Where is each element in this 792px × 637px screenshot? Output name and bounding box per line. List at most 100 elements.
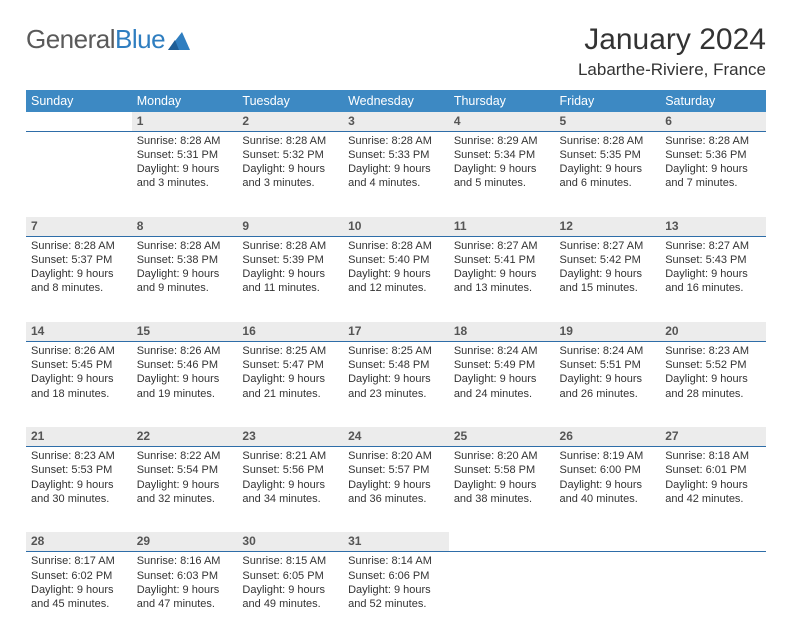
sunrise-text: Sunrise: 8:17 AM <box>31 554 127 568</box>
sunrise-text: Sunrise: 8:25 AM <box>348 344 444 358</box>
sunset-text: Sunset: 5:56 PM <box>242 463 338 477</box>
daylight-text: Daylight: 9 hours and 23 minutes. <box>348 372 444 400</box>
day-number-cell: 10 <box>343 217 449 237</box>
sunset-text: Sunset: 5:32 PM <box>242 148 338 162</box>
calendar-table: SundayMondayTuesdayWednesdayThursdayFrid… <box>26 90 766 637</box>
day-body-cell: Sunrise: 8:25 AMSunset: 5:48 PMDaylight:… <box>343 342 449 427</box>
day-number-cell: 23 <box>237 427 343 447</box>
day-number-cell: 25 <box>449 427 555 447</box>
day-number: 31 <box>343 532 449 552</box>
day-body-cell: Sunrise: 8:23 AMSunset: 5:52 PMDaylight:… <box>660 342 766 427</box>
daylight-text: Daylight: 9 hours and 42 minutes. <box>665 478 761 506</box>
brand-mark-icon <box>168 32 190 50</box>
dow-saturday: Saturday <box>660 90 766 112</box>
day-details: Sunrise: 8:21 AMSunset: 5:56 PMDaylight:… <box>237 447 343 509</box>
sunrise-text: Sunrise: 8:26 AM <box>31 344 127 358</box>
day-body-cell: Sunrise: 8:15 AMSunset: 6:05 PMDaylight:… <box>237 552 343 637</box>
month-title: January 2024 <box>578 24 766 56</box>
day-body-cell: Sunrise: 8:28 AMSunset: 5:31 PMDaylight:… <box>132 132 238 217</box>
day-number <box>26 112 132 129</box>
sunset-text: Sunset: 6:01 PM <box>665 463 761 477</box>
day-number-cell: 16 <box>237 322 343 342</box>
day-details: Sunrise: 8:22 AMSunset: 5:54 PMDaylight:… <box>132 447 238 509</box>
day-details: Sunrise: 8:26 AMSunset: 5:46 PMDaylight:… <box>132 342 238 404</box>
daylight-text: Daylight: 9 hours and 34 minutes. <box>242 478 338 506</box>
daylight-text: Daylight: 9 hours and 18 minutes. <box>31 372 127 400</box>
daylight-text: Daylight: 9 hours and 24 minutes. <box>454 372 550 400</box>
sunrise-text: Sunrise: 8:28 AM <box>137 134 233 148</box>
daylight-text: Daylight: 9 hours and 38 minutes. <box>454 478 550 506</box>
sunset-text: Sunset: 5:40 PM <box>348 253 444 267</box>
sunset-text: Sunset: 5:48 PM <box>348 358 444 372</box>
day-number-cell <box>449 532 555 552</box>
week-4-daynum-row: 28293031 <box>26 532 766 552</box>
day-number: 17 <box>343 322 449 342</box>
week-0-body-row: Sunrise: 8:28 AMSunset: 5:31 PMDaylight:… <box>26 132 766 217</box>
daylight-text: Daylight: 9 hours and 7 minutes. <box>665 162 761 190</box>
day-body-cell: Sunrise: 8:28 AMSunset: 5:36 PMDaylight:… <box>660 132 766 217</box>
daylight-text: Daylight: 9 hours and 21 minutes. <box>242 372 338 400</box>
sunrise-text: Sunrise: 8:28 AM <box>137 239 233 253</box>
day-body-cell <box>660 552 766 637</box>
sunset-text: Sunset: 6:00 PM <box>560 463 656 477</box>
day-details: Sunrise: 8:23 AMSunset: 5:53 PMDaylight:… <box>26 447 132 509</box>
daylight-text: Daylight: 9 hours and 30 minutes. <box>31 478 127 506</box>
sunset-text: Sunset: 5:52 PM <box>665 358 761 372</box>
week-0-daynum-row: 123456 <box>26 112 766 132</box>
day-body-cell: Sunrise: 8:28 AMSunset: 5:40 PMDaylight:… <box>343 237 449 322</box>
day-number-cell: 22 <box>132 427 238 447</box>
day-details: Sunrise: 8:25 AMSunset: 5:47 PMDaylight:… <box>237 342 343 404</box>
day-body-cell: Sunrise: 8:21 AMSunset: 5:56 PMDaylight:… <box>237 447 343 532</box>
sunrise-text: Sunrise: 8:27 AM <box>665 239 761 253</box>
week-2-daynum-row: 14151617181920 <box>26 322 766 342</box>
day-details: Sunrise: 8:28 AMSunset: 5:39 PMDaylight:… <box>237 237 343 299</box>
sunrise-text: Sunrise: 8:24 AM <box>560 344 656 358</box>
day-details: Sunrise: 8:27 AMSunset: 5:42 PMDaylight:… <box>555 237 661 299</box>
week-3-body-row: Sunrise: 8:23 AMSunset: 5:53 PMDaylight:… <box>26 447 766 532</box>
brand-part2: Blue <box>115 24 165 55</box>
day-number-cell: 26 <box>555 427 661 447</box>
sunrise-text: Sunrise: 8:28 AM <box>242 239 338 253</box>
day-body-cell: Sunrise: 8:27 AMSunset: 5:43 PMDaylight:… <box>660 237 766 322</box>
sunset-text: Sunset: 6:03 PM <box>137 569 233 583</box>
day-number-cell: 2 <box>237 112 343 132</box>
day-details: Sunrise: 8:28 AMSunset: 5:35 PMDaylight:… <box>555 132 661 194</box>
day-number: 9 <box>237 217 343 237</box>
week-1-daynum-row: 78910111213 <box>26 217 766 237</box>
day-number-cell: 21 <box>26 427 132 447</box>
location-label: Labarthe-Riviere, France <box>578 60 766 80</box>
daylight-text: Daylight: 9 hours and 36 minutes. <box>348 478 444 506</box>
day-number-cell: 17 <box>343 322 449 342</box>
day-number: 11 <box>449 217 555 237</box>
sunrise-text: Sunrise: 8:27 AM <box>560 239 656 253</box>
sunrise-text: Sunrise: 8:22 AM <box>137 449 233 463</box>
dow-sunday: Sunday <box>26 90 132 112</box>
week-4-body-row: Sunrise: 8:17 AMSunset: 6:02 PMDaylight:… <box>26 552 766 637</box>
day-body-cell: Sunrise: 8:20 AMSunset: 5:57 PMDaylight:… <box>343 447 449 532</box>
dow-tuesday: Tuesday <box>237 90 343 112</box>
day-number: 16 <box>237 322 343 342</box>
daylight-text: Daylight: 9 hours and 8 minutes. <box>31 267 127 295</box>
day-details: Sunrise: 8:28 AMSunset: 5:37 PMDaylight:… <box>26 237 132 299</box>
day-number: 30 <box>237 532 343 552</box>
sunrise-text: Sunrise: 8:16 AM <box>137 554 233 568</box>
day-details: Sunrise: 8:18 AMSunset: 6:01 PMDaylight:… <box>660 447 766 509</box>
day-details: Sunrise: 8:20 AMSunset: 5:58 PMDaylight:… <box>449 447 555 509</box>
day-number: 20 <box>660 322 766 342</box>
day-number: 18 <box>449 322 555 342</box>
calendar-page: GeneralBlue January 2024 Labarthe-Rivier… <box>0 0 792 637</box>
day-number-cell: 11 <box>449 217 555 237</box>
day-number: 23 <box>237 427 343 447</box>
day-details: Sunrise: 8:29 AMSunset: 5:34 PMDaylight:… <box>449 132 555 194</box>
day-number-cell: 18 <box>449 322 555 342</box>
day-number-cell: 1 <box>132 112 238 132</box>
day-number-cell: 27 <box>660 427 766 447</box>
day-body-cell <box>555 552 661 637</box>
daylight-text: Daylight: 9 hours and 26 minutes. <box>560 372 656 400</box>
day-details: Sunrise: 8:16 AMSunset: 6:03 PMDaylight:… <box>132 552 238 614</box>
daylight-text: Daylight: 9 hours and 9 minutes. <box>137 267 233 295</box>
calendar-body: 123456Sunrise: 8:28 AMSunset: 5:31 PMDay… <box>26 112 766 637</box>
day-number: 27 <box>660 427 766 447</box>
day-body-cell: Sunrise: 8:24 AMSunset: 5:49 PMDaylight:… <box>449 342 555 427</box>
dow-thursday: Thursday <box>449 90 555 112</box>
